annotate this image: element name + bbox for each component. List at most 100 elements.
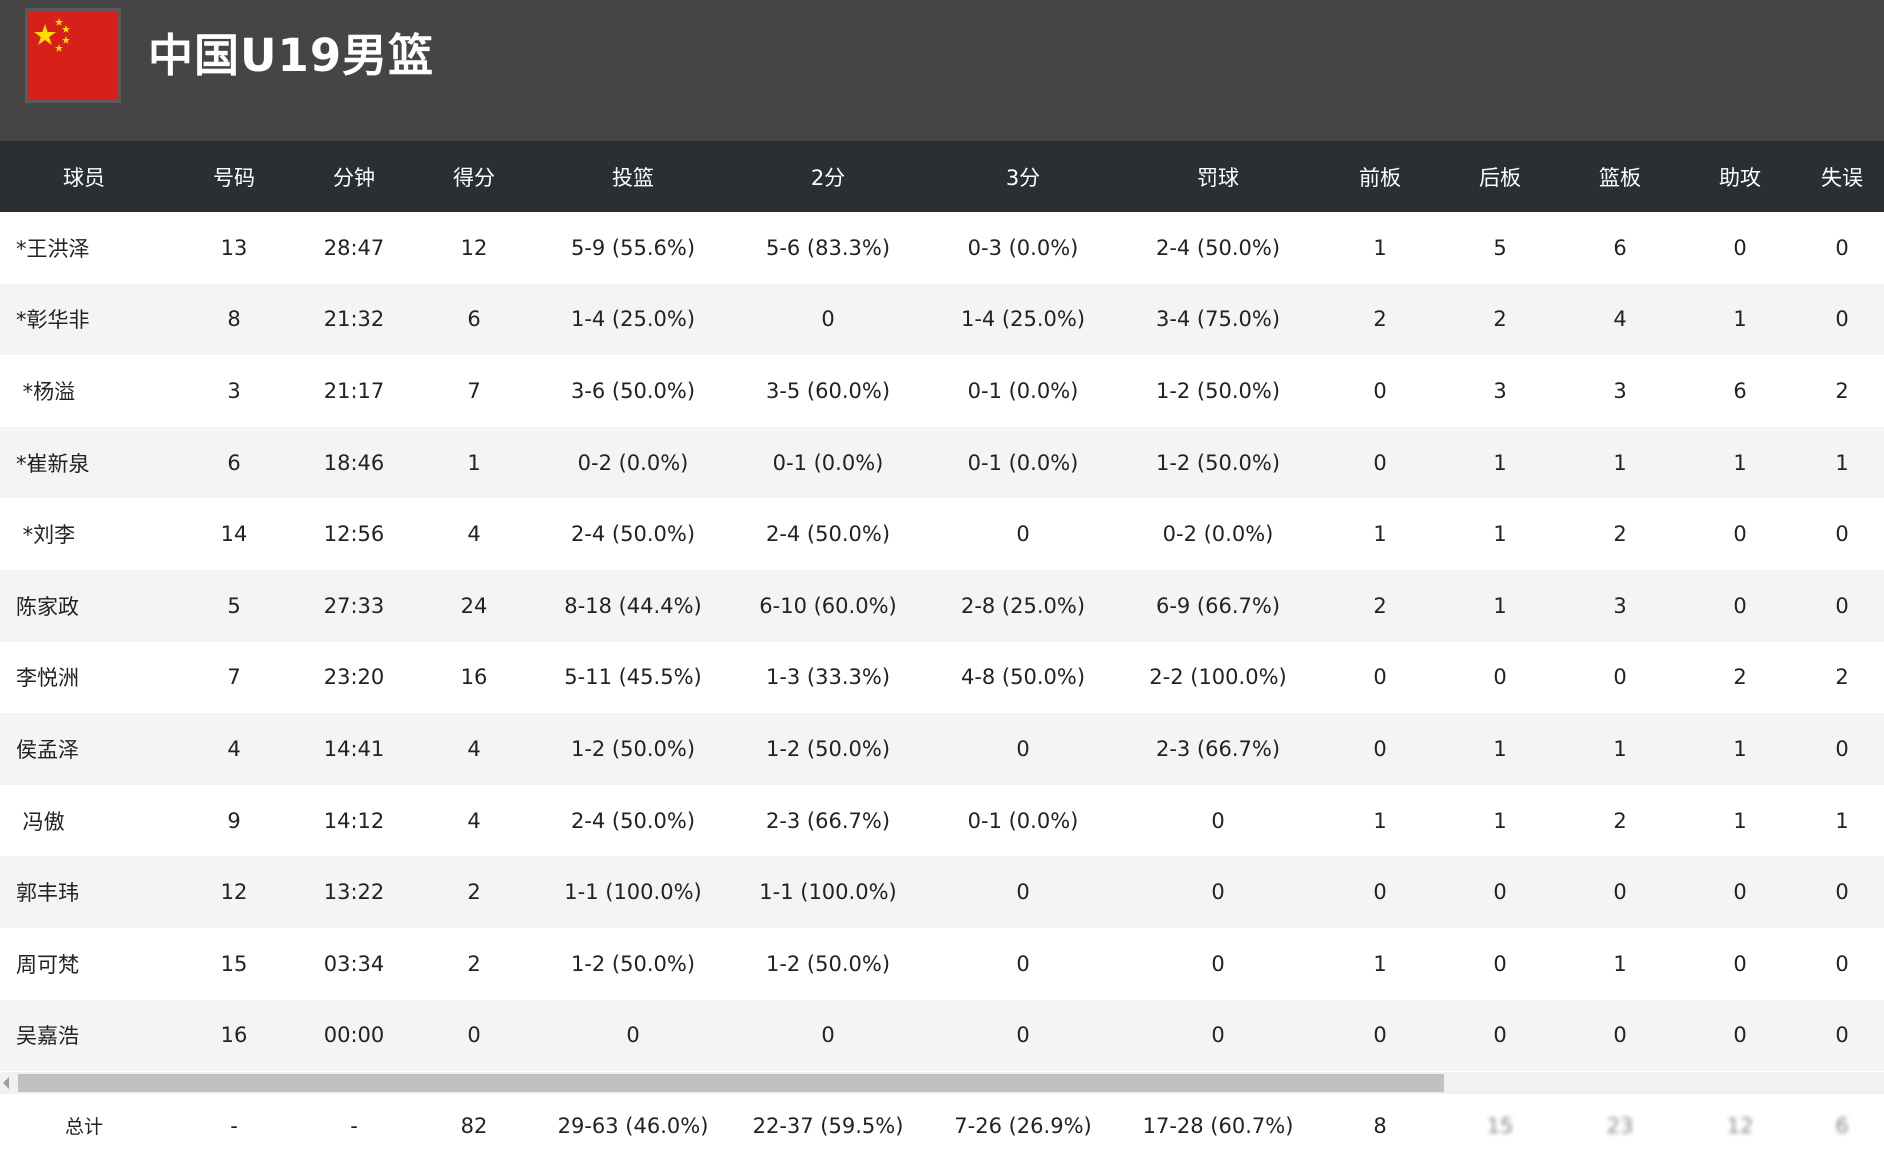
player-minutes: 21:17 (323, 378, 385, 403)
player-three: 2-8 (25.0%) (960, 593, 1086, 618)
player-points: 2 (467, 880, 481, 905)
player-name: 周可梵 (16, 952, 79, 977)
flag-small-star (62, 36, 70, 44)
player-minutes: 27:33 (323, 593, 385, 618)
player-number: 4 (227, 736, 241, 761)
player-points: 7 (467, 378, 481, 403)
totals-three: 7-26 (26.9%) (954, 1113, 1092, 1138)
col-header-ast: 助攻 (1719, 165, 1761, 190)
player-oreb: 1 (1373, 808, 1387, 833)
player-oreb: 0 (1373, 736, 1387, 761)
player-ft: 0 (1211, 880, 1225, 905)
player-two: 0-1 (0.0%) (772, 450, 884, 475)
player-oreb: 1 (1373, 235, 1387, 260)
totals-label: 总计 (64, 1116, 103, 1138)
player-name: 郭丰玮 (16, 881, 79, 906)
player-dreb: 0 (1493, 951, 1507, 976)
totals-oreb: 8 (1373, 1113, 1387, 1138)
player-two: 2-3 (66.7%) (765, 808, 891, 833)
player-fg: 0 (626, 1023, 640, 1048)
player-name: *崔新泉 (16, 451, 90, 476)
player-minutes: 00:00 (323, 1023, 385, 1048)
totals-points: 82 (460, 1113, 488, 1138)
player-dreb: 0 (1493, 665, 1507, 690)
player-reb: 0 (1613, 1023, 1627, 1048)
player-ast: 1 (1733, 307, 1747, 332)
player-reb: 1 (1613, 951, 1627, 976)
player-dreb: 1 (1493, 736, 1507, 761)
player-fg: 5-9 (55.6%) (570, 235, 696, 260)
player-reb: 6 (1613, 235, 1627, 260)
player-ft: 0 (1211, 951, 1225, 976)
player-to: 0 (1835, 1023, 1849, 1048)
player-dreb: 1 (1493, 450, 1507, 475)
player-fg: 1-2 (50.0%) (570, 736, 696, 761)
player-to: 0 (1835, 880, 1849, 905)
player-fg: 1-1 (100.0%) (564, 880, 702, 905)
player-fg: 1-4 (25.0%) (570, 307, 696, 332)
player-three: 4-8 (50.0%) (960, 665, 1086, 690)
totals-reb: 23 (1606, 1113, 1634, 1138)
player-two: 6-10 (60.0%) (759, 593, 897, 618)
player-dreb: 0 (1493, 880, 1507, 905)
player-three: 0 (1016, 736, 1030, 761)
player-two: 1-2 (50.0%) (765, 951, 891, 976)
player-ast: 6 (1733, 378, 1747, 403)
scroll-left-arrow-icon[interactable] (3, 1077, 9, 1089)
player-minutes: 18:46 (323, 450, 385, 475)
scrollbar-thumb[interactable] (18, 1074, 1444, 1092)
flag-stars (34, 18, 70, 52)
table-row: *彰华非 8 21:32 6 1-4 (25.0%) 0 1-4 (25.0%) 3-4 (7… (0, 283, 1884, 356)
col-header-to: 失误 (1821, 165, 1863, 190)
player-dreb: 0 (1493, 1023, 1507, 1048)
player-ast: 1 (1733, 450, 1747, 475)
player-reb: 2 (1613, 808, 1627, 833)
player-rows: *王洪泽 13 28:47 12 5-9 (55.6%) 5-6 (83.3%) 0-3 (… (0, 212, 1884, 1072)
player-three: 0 (1016, 951, 1030, 976)
player-oreb: 1 (1373, 522, 1387, 547)
player-ft: 0 (1211, 808, 1225, 833)
team-name: 中国U19男篮 (148, 29, 435, 82)
player-fg: 8-18 (44.4%) (564, 593, 702, 618)
col-header-number: 号码 (213, 165, 255, 190)
col-header-dreb: 后板 (1479, 165, 1521, 190)
player-dreb: 3 (1493, 378, 1507, 403)
player-minutes: 03:34 (323, 951, 385, 976)
table-row: 周可梵 15 03:34 2 1-2 (50.0%) 1-2 (50.0%) 0 0 1 0 1 0 0 (0, 927, 1884, 1000)
totals-fg: 29-63 (46.0%) (557, 1113, 709, 1138)
player-name: *彰华非 (16, 308, 90, 333)
player-points: 1 (467, 450, 481, 475)
player-ast: 1 (1733, 808, 1747, 833)
player-number: 9 (227, 808, 241, 833)
col-header-ft: 罚球 (1197, 165, 1239, 190)
player-ast: 2 (1733, 665, 1747, 690)
player-three: 0-1 (0.0%) (967, 378, 1079, 403)
player-two: 0 (821, 1023, 835, 1048)
player-to: 0 (1835, 235, 1849, 260)
player-reb: 3 (1613, 378, 1627, 403)
player-two: 1-3 (33.3%) (765, 665, 891, 690)
player-to: 2 (1835, 378, 1849, 403)
table-row: 郭丰玮 12 13:22 2 1-1 (100.0%) 1-1 (100.0%) 0 0 0 0 0… (0, 856, 1884, 928)
player-oreb: 2 (1373, 307, 1387, 332)
player-to: 2 (1835, 665, 1849, 690)
flag-small-star (55, 18, 63, 26)
player-name: *王洪泽 (16, 236, 90, 261)
col-header-fg: 投篮 (612, 165, 654, 190)
totals-dreb: 15 (1486, 1113, 1514, 1138)
player-ast: 0 (1733, 235, 1747, 260)
player-fg: 2-4 (50.0%) (570, 808, 696, 833)
player-points: 4 (467, 736, 481, 761)
col-header-three: 3分 (1005, 165, 1041, 190)
horizontal-scrollbar[interactable] (0, 1072, 1884, 1094)
table-row: 冯傲 9 14:12 4 2-4 (50.0%) 2-3 (66.7%) 0-1 (0.0%… (0, 784, 1884, 857)
player-name: 陈家政 (16, 594, 79, 619)
box-score-table-container[interactable]: 球员 号码 分钟 得分 投篮 2分 3分 罚球 前板 后板 篮板 助攻 失误 *… (0, 141, 1884, 1157)
player-three: 0-1 (0.0%) (967, 450, 1079, 475)
player-points: 12 (460, 235, 488, 260)
totals-to: 6 (1835, 1113, 1849, 1138)
player-to: 1 (1835, 808, 1849, 833)
player-points: 0 (467, 1023, 481, 1048)
player-fg: 1-2 (50.0%) (570, 951, 696, 976)
col-header-two: 2分 (810, 165, 846, 190)
